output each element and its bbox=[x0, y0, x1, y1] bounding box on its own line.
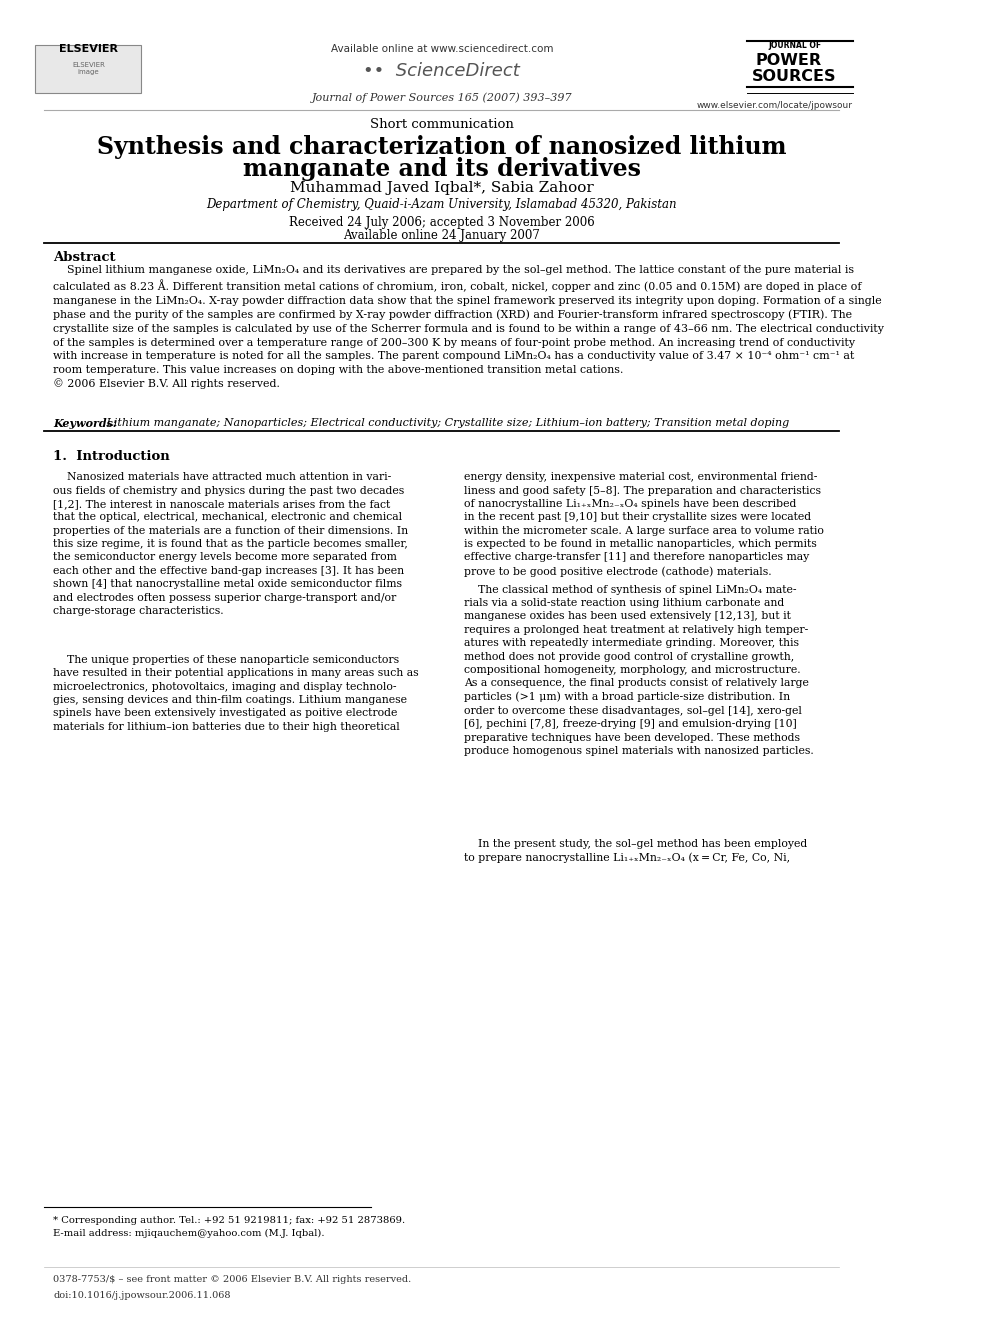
Text: Keywords:: Keywords: bbox=[53, 418, 117, 429]
Text: Received 24 July 2006; accepted 3 November 2006: Received 24 July 2006; accepted 3 Novemb… bbox=[289, 216, 595, 229]
Text: Synthesis and characterization of nanosized lithium: Synthesis and characterization of nanosi… bbox=[97, 135, 787, 159]
Text: Department of Chemistry, Quaid-i-Azam University, Islamabad 45320, Pakistan: Department of Chemistry, Quaid-i-Azam Un… bbox=[206, 198, 678, 212]
Text: Lithium manganate; Nanoparticles; Electrical conductivity; Crystallite size; Lit: Lithium manganate; Nanoparticles; Electr… bbox=[102, 418, 789, 429]
Text: Spinel lithium manganese oxide, LiMn₂O₄ and its derivatives are prepared by the : Spinel lithium manganese oxide, LiMn₂O₄ … bbox=[53, 265, 884, 389]
Text: E-mail address: mjiqauchem@yahoo.com (M.J. Iqbal).: E-mail address: mjiqauchem@yahoo.com (M.… bbox=[53, 1229, 324, 1238]
Text: The unique properties of these nanoparticle semiconductors
have resulted in thei: The unique properties of these nanoparti… bbox=[53, 655, 419, 732]
Text: energy density, inexpensive material cost, environmental friend-
liness and good: energy density, inexpensive material cos… bbox=[464, 472, 823, 577]
Text: POWER: POWER bbox=[756, 53, 821, 67]
Text: Available online 24 January 2007: Available online 24 January 2007 bbox=[343, 229, 541, 242]
Text: 0378-7753/$ – see front matter © 2006 Elsevier B.V. All rights reserved.: 0378-7753/$ – see front matter © 2006 El… bbox=[53, 1275, 412, 1285]
Text: www.elsevier.com/locate/jpowsour: www.elsevier.com/locate/jpowsour bbox=[696, 101, 853, 110]
Text: In the present study, the sol–gel method has been employed
to prepare nanocrysta: In the present study, the sol–gel method… bbox=[464, 839, 807, 863]
Text: ELSEVIER
image: ELSEVIER image bbox=[72, 62, 105, 75]
Text: SOURCES: SOURCES bbox=[752, 69, 836, 83]
Text: Nanosized materials have attracted much attention in vari-
ous fields of chemist: Nanosized materials have attracted much … bbox=[53, 472, 408, 617]
Text: manganate and its derivatives: manganate and its derivatives bbox=[243, 157, 641, 181]
Text: ELSEVIER: ELSEVIER bbox=[59, 44, 118, 54]
Text: Short communication: Short communication bbox=[370, 118, 514, 131]
Text: The classical method of synthesis of spinel LiMn₂O₄ mate-
rials via a solid-stat: The classical method of synthesis of spi… bbox=[464, 585, 813, 755]
Text: Available online at www.sciencedirect.com: Available online at www.sciencedirect.co… bbox=[330, 44, 554, 54]
Text: 1.  Introduction: 1. Introduction bbox=[53, 450, 170, 463]
Text: Abstract: Abstract bbox=[53, 251, 115, 265]
Text: * Corresponding author. Tel.: +92 51 9219811; fax: +92 51 2873869.: * Corresponding author. Tel.: +92 51 921… bbox=[53, 1216, 405, 1225]
Text: ••  ScienceDirect: •• ScienceDirect bbox=[363, 62, 520, 81]
Text: JOURNAL OF: JOURNAL OF bbox=[769, 41, 822, 50]
Text: doi:10.1016/j.jpowsour.2006.11.068: doi:10.1016/j.jpowsour.2006.11.068 bbox=[53, 1291, 230, 1301]
FancyBboxPatch shape bbox=[36, 45, 142, 93]
Text: Muhammad Javed Iqbal*, Sabia Zahoor: Muhammad Javed Iqbal*, Sabia Zahoor bbox=[290, 181, 593, 196]
Text: Journal of Power Sources 165 (2007) 393–397: Journal of Power Sources 165 (2007) 393–… bbox=[311, 93, 572, 103]
